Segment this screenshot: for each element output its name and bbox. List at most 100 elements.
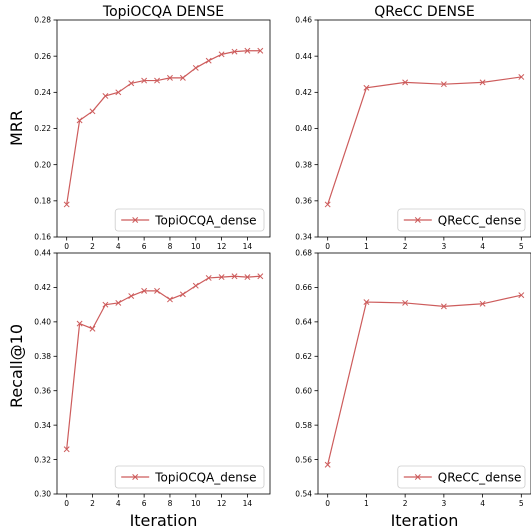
data-point xyxy=(244,274,251,281)
data-point xyxy=(128,80,135,87)
legend-marker xyxy=(132,217,139,223)
data-point xyxy=(154,77,160,84)
legend-marker xyxy=(414,217,421,223)
data-point-stroke xyxy=(141,287,148,294)
data-point xyxy=(63,446,70,453)
x-tick-label: 6 xyxy=(142,242,147,251)
y-tick-label: 0.58 xyxy=(295,421,312,430)
data-point-stroke xyxy=(402,79,409,86)
data-point-stroke xyxy=(167,74,173,81)
data-point-stroke xyxy=(231,48,238,55)
legend-marker xyxy=(414,474,421,480)
data-point xyxy=(231,273,238,280)
x-tick-label: 2 xyxy=(90,242,95,251)
x-tick-label: 12 xyxy=(217,242,227,251)
chart-panel-1: QReCC DENSE 0 1 2 3 4 5 0.34 0.36 0.38 0.40 0.42 0.4… xyxy=(295,4,531,251)
data-point-stroke xyxy=(205,275,212,281)
y-tick-label: 0.66 xyxy=(295,283,312,292)
data-point xyxy=(402,79,409,86)
y-tick-label: 0.30 xyxy=(34,490,51,499)
x-tick-label: 10 xyxy=(191,499,201,508)
data-point-stroke xyxy=(218,274,225,281)
y-tick-label: 0.56 xyxy=(295,455,312,464)
y-tick-label: 0.36 xyxy=(34,386,51,395)
data-point-stroke xyxy=(76,320,83,327)
data-point-stroke xyxy=(128,80,135,87)
y-tick-label: 0.40 xyxy=(295,124,312,133)
x-tick-label: 12 xyxy=(217,499,227,508)
data-point-stroke xyxy=(102,301,109,308)
y-tick-label: 0.42 xyxy=(34,283,51,292)
data-point-stroke xyxy=(179,291,186,298)
data-point xyxy=(231,48,238,55)
x-tick-label: 1 xyxy=(364,242,369,251)
y-tick-label: 0.40 xyxy=(34,318,51,327)
data-point-stroke xyxy=(324,461,331,468)
data-point xyxy=(440,81,447,88)
series-line xyxy=(327,294,522,465)
x-axis-label: Iteration xyxy=(391,511,459,530)
data-point xyxy=(141,287,148,294)
legend-box xyxy=(397,208,526,232)
legend-box xyxy=(397,465,526,489)
data-point-stroke xyxy=(402,299,409,306)
x-tick-label: 14 xyxy=(243,242,253,251)
x-tick-label: 5 xyxy=(519,242,524,251)
y-tick-label: 0.24 xyxy=(34,88,51,97)
data-point xyxy=(324,201,331,208)
data-point-stroke xyxy=(63,201,70,208)
y-tick-label: 0.54 xyxy=(295,490,312,499)
x-tick-label: 0 xyxy=(325,242,330,251)
data-point xyxy=(102,92,109,99)
x-tick-label: 4 xyxy=(116,242,121,251)
data-point xyxy=(154,287,160,294)
y-tick-label: 0.28 xyxy=(34,16,51,25)
data-point-stroke xyxy=(63,446,70,453)
x-tick-label: 2 xyxy=(403,499,408,508)
legend-label: TopiOCQA_dense xyxy=(154,213,256,227)
chart-title: TopiOCQA DENSE xyxy=(102,4,224,20)
data-point-stroke xyxy=(479,79,486,86)
x-tick-label: 14 xyxy=(243,499,253,508)
data-point xyxy=(115,89,122,96)
data-point-stroke xyxy=(324,201,331,208)
data-point-stroke xyxy=(115,299,122,306)
y-tick-label: 0.62 xyxy=(295,352,312,361)
y-tick-label: 0.34 xyxy=(295,233,312,242)
y-tick-label: 0.60 xyxy=(295,386,312,395)
data-point xyxy=(363,299,370,306)
legend-label: QReCC_dense xyxy=(438,213,522,227)
data-point xyxy=(518,292,525,299)
data-point-stroke xyxy=(167,296,173,303)
data-point xyxy=(402,299,409,306)
data-point-stroke xyxy=(89,325,96,332)
data-point xyxy=(479,79,486,86)
axes-frame xyxy=(56,252,271,495)
series-line xyxy=(66,275,261,450)
y-tick-label: 0.20 xyxy=(34,160,51,169)
y-tick-label: 0.36 xyxy=(295,197,312,206)
y-tick-label: 0.38 xyxy=(295,160,312,169)
data-point-stroke xyxy=(440,303,447,310)
legend-label: QReCC_dense xyxy=(438,470,522,484)
x-tick-label: 3 xyxy=(441,242,446,251)
legend: QReCC_dense xyxy=(397,465,526,489)
data-point xyxy=(218,51,225,58)
data-point-stroke xyxy=(518,74,525,80)
x-tick-label: 0 xyxy=(64,242,69,251)
chart-panel-0: TopiOCQA DENSE 0 2 4 6 8 10 12 14 0.16 0.18 0.20 0.2… xyxy=(34,4,271,251)
y-tick-label: 0.26 xyxy=(34,52,51,61)
data-point-stroke xyxy=(141,77,148,84)
data-point-stroke xyxy=(192,282,199,289)
data-point-stroke xyxy=(89,108,96,115)
data-point-stroke xyxy=(115,89,122,96)
data-point xyxy=(179,74,186,81)
x-axis-label: Iteration xyxy=(130,511,198,530)
legend: TopiOCQA_dense xyxy=(114,465,265,489)
legend-box xyxy=(114,465,265,489)
data-point xyxy=(479,300,486,307)
x-tick-label: 1 xyxy=(364,499,369,508)
data-point-stroke xyxy=(205,57,212,64)
series-line xyxy=(327,76,522,205)
